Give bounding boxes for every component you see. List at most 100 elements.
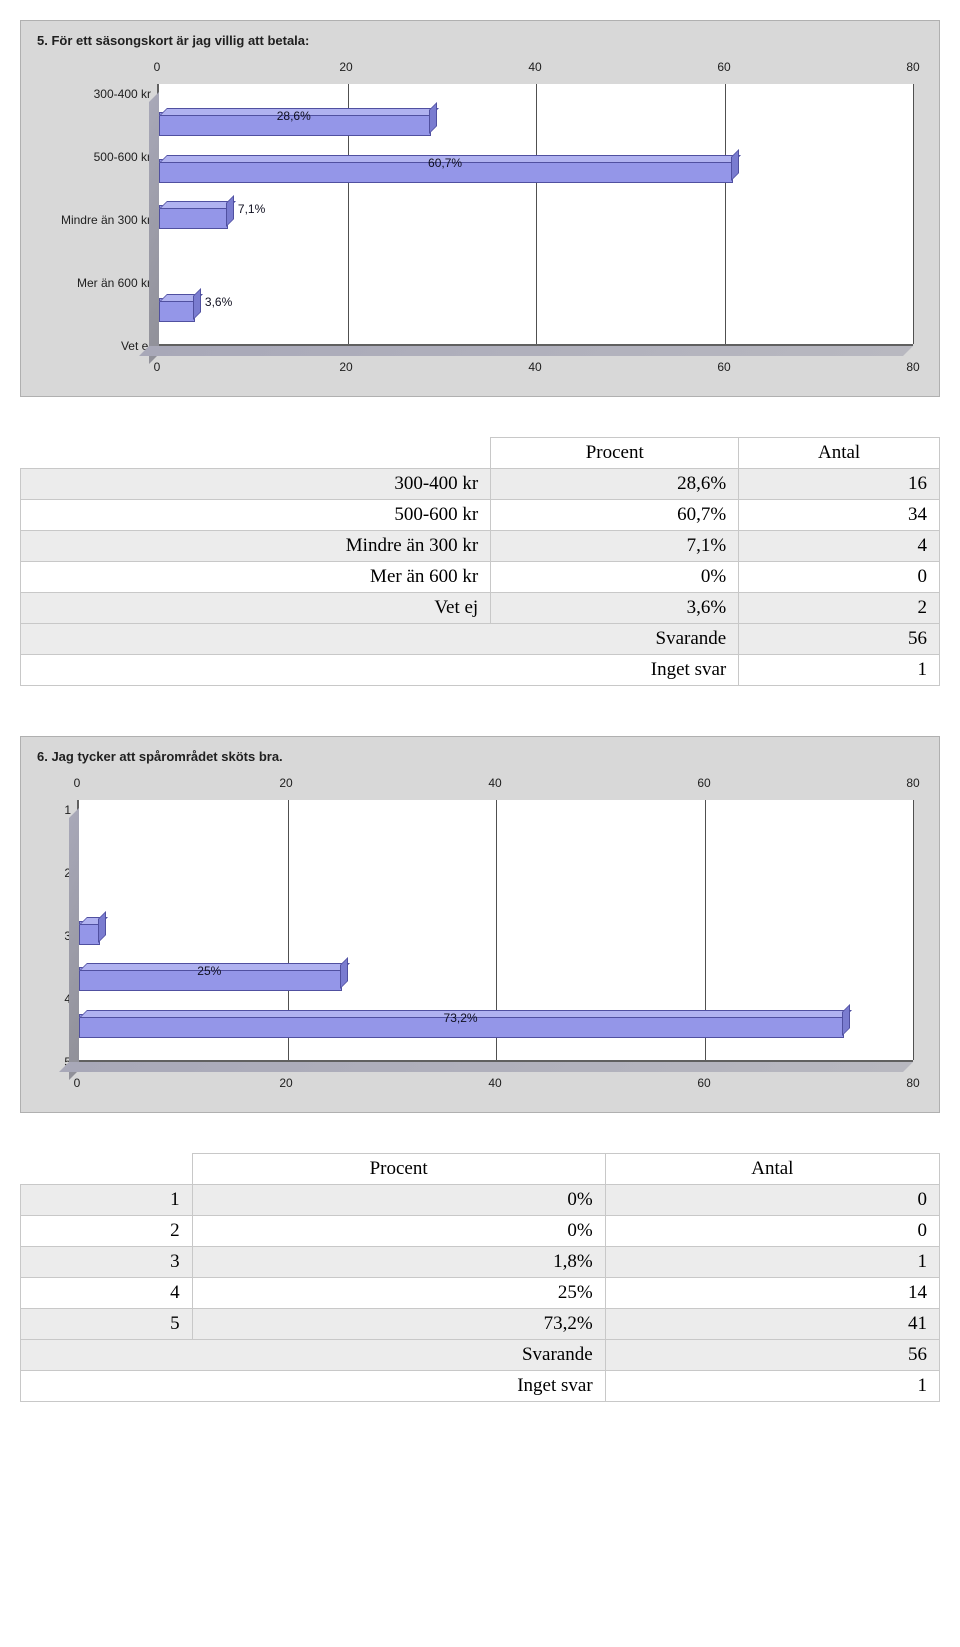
cell-label: Vet ej xyxy=(21,593,491,624)
bar-value-label: 73,2% xyxy=(444,1011,478,1025)
summary-row: Svarande56 xyxy=(21,624,940,655)
table-row: 20%0 xyxy=(21,1216,940,1247)
bar xyxy=(79,868,913,900)
bar: 25% xyxy=(79,960,913,992)
col-header-antal: Antal xyxy=(739,438,940,469)
bar xyxy=(159,244,913,276)
col-header-antal: Antal xyxy=(605,1154,939,1185)
bar: 3,6% xyxy=(159,291,913,323)
x-tick-label: 40 xyxy=(488,1076,501,1090)
cell-procent: 60,7% xyxy=(491,500,739,531)
chart-body: 12345 020406080 25%73,2% 020406080 xyxy=(37,776,923,1096)
cell-label: 300-400 kr xyxy=(21,469,491,500)
table-row: 300-400 kr28,6%16 xyxy=(21,469,940,500)
cell-label: 2 xyxy=(21,1216,193,1247)
cell-antal: 14 xyxy=(605,1278,939,1309)
bar: 60,7% xyxy=(159,152,913,184)
table-row: 500-600 kr60,7%34 xyxy=(21,500,940,531)
x-tick-label: 60 xyxy=(717,60,730,74)
cell-procent: 1,8% xyxy=(192,1247,605,1278)
y-tick-label: Mindre än 300 kr xyxy=(37,214,157,226)
cell-antal: 2 xyxy=(739,593,940,624)
cell-label: 1 xyxy=(21,1185,193,1216)
x-tick-label: 20 xyxy=(339,360,352,374)
cell-label: Mer än 600 kr xyxy=(21,562,491,593)
summary-value: 56 xyxy=(739,624,940,655)
col-header-empty xyxy=(21,1154,193,1185)
x-tick-label: 0 xyxy=(74,1076,81,1090)
bar-value-label: 3,6% xyxy=(205,295,232,309)
bar xyxy=(79,914,913,946)
chart-body: 300-400 kr500-600 krMindre än 300 krMer … xyxy=(37,60,923,380)
y-tick-label: 500-600 kr xyxy=(37,151,157,163)
plot-area: 020406080 28,6%60,7%7,1%3,6% 020406080 xyxy=(157,60,913,380)
cell-procent: 73,2% xyxy=(192,1309,605,1340)
summary-row: Inget svar1 xyxy=(21,655,940,686)
x-tick-label: 60 xyxy=(717,360,730,374)
summary-row: Svarande56 xyxy=(21,1340,940,1371)
x-tick-label: 80 xyxy=(906,776,919,790)
table-row: Mer än 600 kr0%0 xyxy=(21,562,940,593)
cell-antal: 0 xyxy=(605,1216,939,1247)
x-tick-label: 0 xyxy=(74,776,81,790)
summary-label: Inget svar xyxy=(21,1371,606,1402)
cell-label: 5 xyxy=(21,1309,193,1340)
summary-value: 1 xyxy=(605,1371,939,1402)
x-tick-label: 40 xyxy=(528,360,541,374)
plot-area: 020406080 25%73,2% 020406080 xyxy=(77,776,913,1096)
cell-label: 4 xyxy=(21,1278,193,1309)
bar-value-label: 7,1% xyxy=(238,202,265,216)
chart-panel-1: 5. För ett säsongskort är jag villig att… xyxy=(20,20,940,397)
y-tick-label: Vet ej xyxy=(37,340,157,352)
x-tick-label: 60 xyxy=(697,776,710,790)
summary-value: 1 xyxy=(739,655,940,686)
summary-value: 56 xyxy=(605,1340,939,1371)
col-header-procent: Procent xyxy=(192,1154,605,1185)
cell-procent: 0% xyxy=(491,562,739,593)
x-tick-label: 20 xyxy=(339,60,352,74)
cell-antal: 0 xyxy=(739,562,940,593)
cell-label: 500-600 kr xyxy=(21,500,491,531)
data-table-1: Procent Antal 300-400 kr28,6%16500-600 k… xyxy=(20,437,940,686)
table-row: 31,8%1 xyxy=(21,1247,940,1278)
col-header-empty xyxy=(21,438,491,469)
table-row: 10%0 xyxy=(21,1185,940,1216)
table-row: Vet ej3,6%2 xyxy=(21,593,940,624)
cell-antal: 16 xyxy=(739,469,940,500)
x-tick-label: 20 xyxy=(279,1076,292,1090)
chart-title: 5. För ett säsongskort är jag villig att… xyxy=(37,33,923,48)
bar-value-label: 25% xyxy=(197,964,221,978)
cell-procent: 0% xyxy=(192,1185,605,1216)
cell-procent: 25% xyxy=(192,1278,605,1309)
bar-value-label: 60,7% xyxy=(428,156,462,170)
summary-label: Svarande xyxy=(21,624,739,655)
y-tick-label: 300-400 kr xyxy=(37,88,157,100)
cell-procent: 0% xyxy=(192,1216,605,1247)
cell-label: 3 xyxy=(21,1247,193,1278)
cell-antal: 41 xyxy=(605,1309,939,1340)
x-tick-label: 80 xyxy=(906,60,919,74)
cell-procent: 3,6% xyxy=(491,593,739,624)
cell-antal: 1 xyxy=(605,1247,939,1278)
x-tick-label: 0 xyxy=(154,360,161,374)
table-row: 573,2%41 xyxy=(21,1309,940,1340)
bar: 73,2% xyxy=(79,1007,913,1039)
chart-panel-2: 6. Jag tycker att spårområdet sköts bra.… xyxy=(20,736,940,1113)
x-tick-label: 80 xyxy=(906,360,919,374)
bar-value-label: 28,6% xyxy=(277,109,311,123)
data-table-2: Procent Antal 10%020%031,8%1425%14573,2%… xyxy=(20,1153,940,1402)
x-tick-label: 40 xyxy=(488,776,501,790)
table-row: 425%14 xyxy=(21,1278,940,1309)
summary-row: Inget svar1 xyxy=(21,1371,940,1402)
bar: 28,6% xyxy=(159,105,913,137)
summary-label: Svarande xyxy=(21,1340,606,1371)
x-tick-label: 20 xyxy=(279,776,292,790)
x-tick-label: 40 xyxy=(528,60,541,74)
summary-label: Inget svar xyxy=(21,655,739,686)
bar xyxy=(79,821,913,853)
cell-antal: 34 xyxy=(739,500,940,531)
cell-label: Mindre än 300 kr xyxy=(21,531,491,562)
col-header-procent: Procent xyxy=(491,438,739,469)
cell-antal: 4 xyxy=(739,531,940,562)
x-tick-label: 60 xyxy=(697,1076,710,1090)
